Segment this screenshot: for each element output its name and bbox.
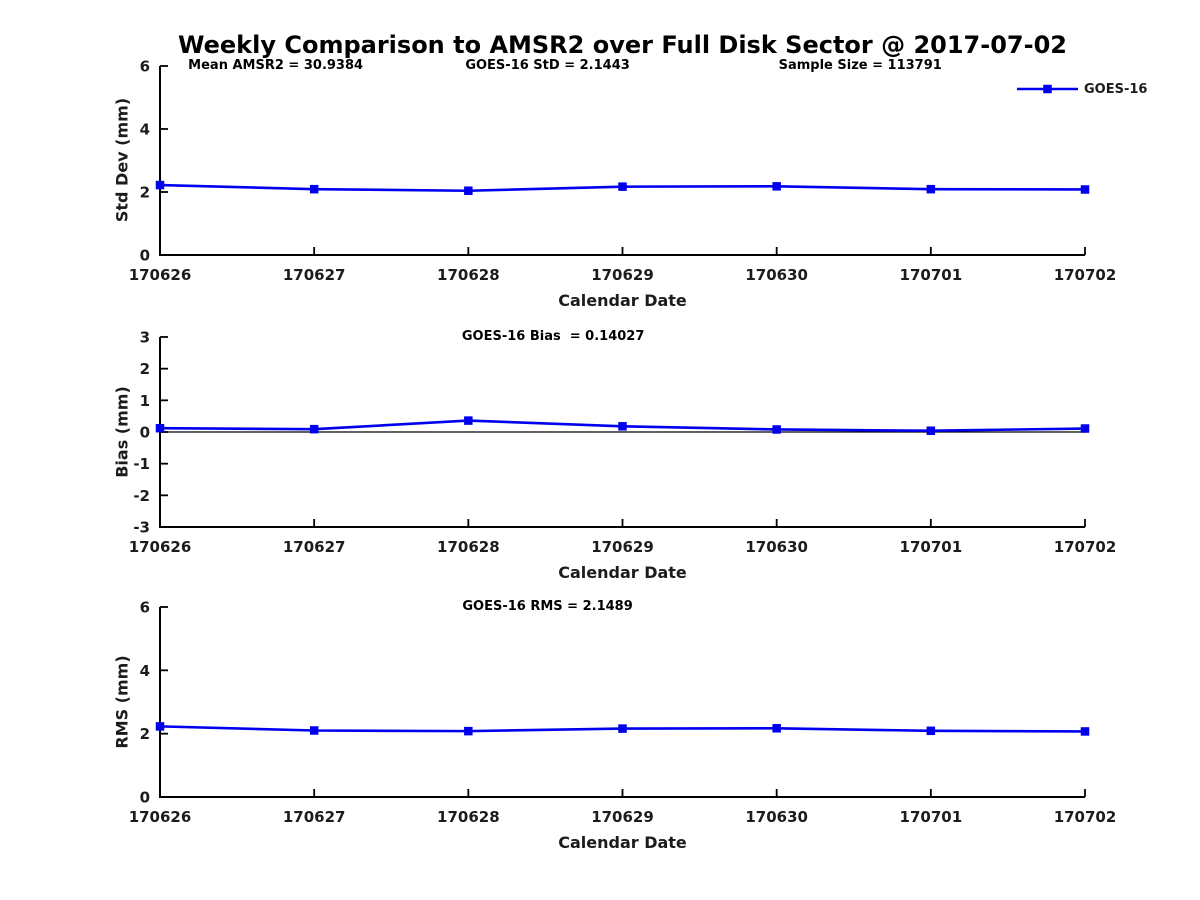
data-point-marker (155, 180, 165, 190)
x-tick-label: 170627 (283, 538, 346, 556)
data-point-marker (618, 422, 627, 431)
x-tick-label: 170630 (745, 808, 808, 826)
x-tick-label: 170626 (129, 538, 192, 556)
x-tick-label: 170629 (591, 538, 654, 556)
x-axis-label-3: Calendar Date (558, 833, 687, 852)
data-point-marker (926, 426, 936, 435)
data-point-marker (926, 184, 936, 194)
data-point-marker (926, 726, 936, 736)
data-point-marker (1080, 185, 1090, 194)
y-tick-label: 1 (140, 392, 150, 410)
annotation: GOES-16 RMS = 2.1489 (462, 599, 633, 614)
y-axis-label-stddev: Std Dev (mm) (112, 97, 132, 223)
x-tick-label: 170626 (129, 808, 192, 826)
legend-marker-sample (1043, 84, 1052, 94)
data-point-marker (618, 724, 627, 733)
data-point-marker (309, 726, 319, 735)
y-tick-label: 2 (140, 184, 150, 202)
y-tick-label: 4 (140, 121, 150, 139)
x-tick-label: 170702 (1054, 266, 1117, 284)
x-axis-label-2: Calendar Date (558, 563, 687, 582)
y-tick-label: 0 (140, 247, 150, 265)
x-tick-label: 170701 (900, 538, 963, 556)
data-point-marker (309, 184, 319, 194)
y-axis-label-rms: RMS (mm) (112, 655, 132, 749)
x-tick-label: 170702 (1054, 808, 1117, 826)
axis-line (159, 66, 1085, 256)
y-tick-label: -3 (133, 519, 150, 537)
x-tick-label: 170629 (591, 266, 654, 284)
data-point-marker (1080, 727, 1090, 736)
y-tick-label: -1 (133, 455, 150, 473)
data-point-marker (618, 182, 627, 191)
data-point-marker (155, 423, 165, 433)
y-tick-label: 3 (140, 329, 150, 347)
x-tick-label: 170628 (437, 538, 500, 556)
data-point-marker (464, 186, 473, 195)
axis-line (159, 607, 1085, 798)
annotation: Mean AMSR2 = 30.9384 (188, 58, 364, 73)
x-axis-label-1: Calendar Date (558, 291, 687, 310)
y-tick-label: -2 (133, 487, 150, 505)
x-tick-label: 170701 (900, 808, 963, 826)
x-tick-label: 170627 (283, 266, 346, 284)
data-point-marker (155, 722, 165, 731)
x-tick-label: 170701 (900, 266, 963, 284)
y-tick-label: 2 (140, 360, 150, 378)
data-point-marker (772, 425, 781, 434)
x-tick-label: 170626 (129, 266, 192, 284)
y-tick-label: 0 (140, 424, 150, 442)
annotation: GOES-16 StD = 2.1443 (465, 58, 630, 73)
data-point-marker (464, 416, 473, 425)
y-tick-label: 4 (140, 662, 150, 680)
x-tick-label: 170627 (283, 808, 346, 826)
data-point-marker (309, 424, 319, 434)
y-tick-label: 6 (140, 58, 150, 76)
data-point-marker (464, 726, 473, 736)
x-tick-label: 170628 (437, 266, 500, 284)
y-tick-label: 2 (140, 725, 150, 743)
legend-label: GOES-16 (1084, 82, 1148, 97)
data-point-marker (772, 724, 781, 733)
annotation: GOES-16 Bias = 0.14027 (461, 329, 645, 344)
x-tick-label: 170630 (745, 538, 808, 556)
y-tick-label: 6 (140, 599, 150, 617)
y-tick-label: 0 (140, 789, 150, 807)
chart-title: Weekly Comparison to AMSR2 over Full Dis… (178, 31, 1067, 59)
x-tick-label: 170630 (745, 266, 808, 284)
data-point-marker (1080, 424, 1090, 433)
data-point-marker (772, 182, 781, 191)
x-tick-label: 170629 (591, 808, 654, 826)
x-tick-label: 170628 (437, 808, 500, 826)
annotation: Sample Size = 113791 (778, 58, 942, 73)
y-axis-label-bias: Bias (mm) (112, 386, 132, 478)
x-tick-label: 170702 (1054, 538, 1117, 556)
